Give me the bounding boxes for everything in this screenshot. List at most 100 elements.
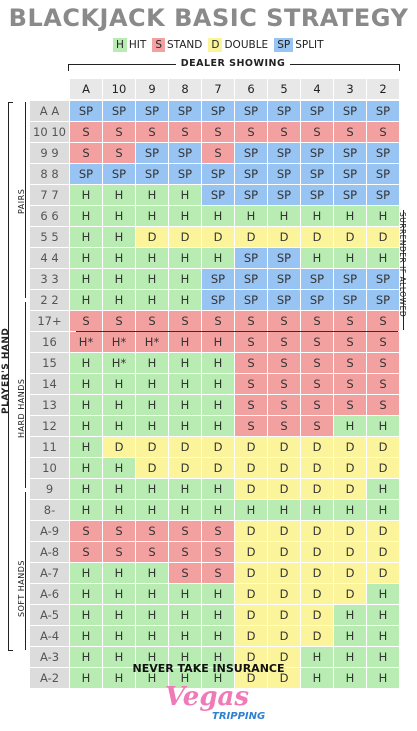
strategy-cell: S [268,416,300,436]
strategy-cell: SP [301,164,333,184]
strategy-cell: H [334,416,366,436]
row-label: 10 [30,458,69,478]
strategy-cell: H [70,374,102,394]
strategy-cell: D [235,626,267,646]
strategy-cell: S [268,311,300,331]
strategy-cell: S [301,374,333,394]
strategy-cell: SP [268,290,300,310]
soft-hands-label: SOFT HANDS [17,560,26,617]
strategy-cell: H [136,584,168,604]
strategy-cell: S [169,542,201,562]
strategy-cell: SP [334,269,366,289]
strategy-cell: D [367,563,399,583]
row-label: A-5 [30,605,69,625]
strategy-cell: S [334,311,366,331]
strategy-cell: SP [268,269,300,289]
strategy-cell: H [70,353,102,373]
legend-hit: H HIT [113,38,146,52]
strategy-cell: S [169,311,201,331]
strategy-cell: H [169,248,201,268]
strategy-cell: H [103,416,135,436]
legend-double-swatch: D [208,38,223,52]
strategy-cell: D [301,227,333,247]
strategy-cell: H [70,647,102,667]
strategy-cell: H [202,416,234,436]
strategy-cell: H [367,584,399,604]
strategy-cell: S [103,521,135,541]
strategy-cell: H [169,332,201,352]
strategy-cell: S [103,122,135,142]
dealer-card-header: 5 [268,79,300,99]
legend-stand-swatch: S [152,38,165,52]
strategy-cell: D [268,668,300,688]
strategy-cell: D [367,437,399,457]
pairs-label: PAIRS [17,188,26,214]
strategy-cell: D [301,626,333,646]
never-take-insurance: NEVER TAKE INSURANCE [132,662,285,675]
strategy-cell: H [103,227,135,247]
strategy-cell: SP [235,143,267,163]
strategy-cell: D [334,521,366,541]
strategy-cell: H [202,206,234,226]
row-label: A-2 [30,668,69,688]
strategy-cell: SP [367,185,399,205]
row-label: 13 [30,395,69,415]
strategy-cell: H [136,668,168,688]
strategy-cell: D [334,227,366,247]
strategy-cell: SP [367,143,399,163]
strategy-cell: H [169,374,201,394]
strategy-cell: D [301,521,333,541]
strategy-cell: H [334,605,366,625]
strategy-cell: D [235,437,267,457]
strategy-cell: S [367,332,399,352]
strategy-cell: SP [169,143,201,163]
strategy-cell: H [367,248,399,268]
strategy-cell: D [235,227,267,247]
strategy-cell: D [136,437,168,457]
strategy-cell: D [367,521,399,541]
strategy-cell: H [334,206,366,226]
strategy-cell: S [268,332,300,352]
strategy-cell: D [334,563,366,583]
strategy-cell: H [169,416,201,436]
strategy-cell: H [103,269,135,289]
strategy-cell: S [169,122,201,142]
dealer-card-header: 4 [301,79,333,99]
row-label: 8 8 [30,164,69,184]
strategy-cell: H [202,479,234,499]
strategy-cell: SP [202,101,234,121]
strategy-cell: S [268,353,300,373]
strategy-cell: SP [235,101,267,121]
hard-hands-label: HARD HANDS [17,378,26,438]
strategy-cell: H* [103,353,135,373]
strategy-cell: H [136,353,168,373]
strategy-cell: H [169,353,201,373]
row-label: A-7 [30,563,69,583]
strategy-cell: H [202,374,234,394]
strategy-cell: D [235,647,267,667]
strategy-cell: SP [367,269,399,289]
legend-split-swatch: SP [274,38,294,52]
strategy-cell: H [70,269,102,289]
strategy-cell: H [70,395,102,415]
strategy-cell: H [235,500,267,520]
strategy-cell: H [334,500,366,520]
strategy-cell: H [103,500,135,520]
surrender-bracket [403,210,404,330]
strategy-cell: SP [301,269,333,289]
row-label: A-3 [30,647,69,667]
strategy-cell: S [136,122,168,142]
strategy-cell: H [169,479,201,499]
row-label: 9 [30,479,69,499]
strategy-cell: H* [103,332,135,352]
strategy-cell: H [169,668,201,688]
strategy-cell: S [70,311,102,331]
strategy-cell: H [169,269,201,289]
strategy-cell: SP [268,101,300,121]
strategy-cell: H [103,605,135,625]
strategy-cell: H [301,668,333,688]
strategy-cell: SP [268,164,300,184]
strategy-cell: S [70,122,102,142]
row-label: A-6 [30,584,69,604]
strategy-cell: H [169,500,201,520]
